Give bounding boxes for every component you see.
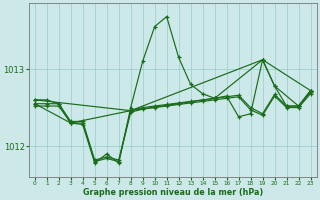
X-axis label: Graphe pression niveau de la mer (hPa): Graphe pression niveau de la mer (hPa) <box>83 188 263 197</box>
